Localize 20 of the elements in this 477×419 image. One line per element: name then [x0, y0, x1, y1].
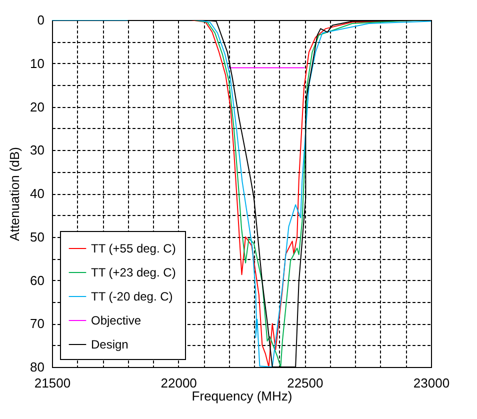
y-tick-label: 10 — [30, 56, 44, 71]
legend-label: TT (-20 deg. C) — [91, 290, 173, 304]
y-tick-label: 20 — [30, 99, 44, 114]
legend-label: TT (+23 deg. C) — [91, 266, 176, 280]
y-tick-label: 30 — [30, 142, 44, 158]
legend-label: TT (+55 deg. C) — [91, 242, 176, 256]
y-tick-label: 60 — [30, 272, 44, 288]
y-tick-label: 80 — [30, 360, 44, 374]
y-tick-label: 50 — [30, 229, 44, 244]
y-tick-label: 0 — [37, 12, 44, 28]
x-tick-label: 21500 — [34, 376, 71, 390]
y-tick-label: 40 — [30, 186, 44, 201]
y-tick-label: 70 — [30, 316, 44, 332]
x-tick-label: 23000 — [413, 376, 450, 390]
x-tick-label: 22000 — [160, 376, 197, 390]
legend-label: Objective — [91, 314, 142, 328]
legend-label: Design — [91, 338, 128, 352]
x-axis-title: Frequency (MHz) — [192, 388, 292, 404]
x-tick-label: 22500 — [287, 376, 324, 390]
y-axis-title: Attenuation (dB) — [7, 147, 22, 241]
